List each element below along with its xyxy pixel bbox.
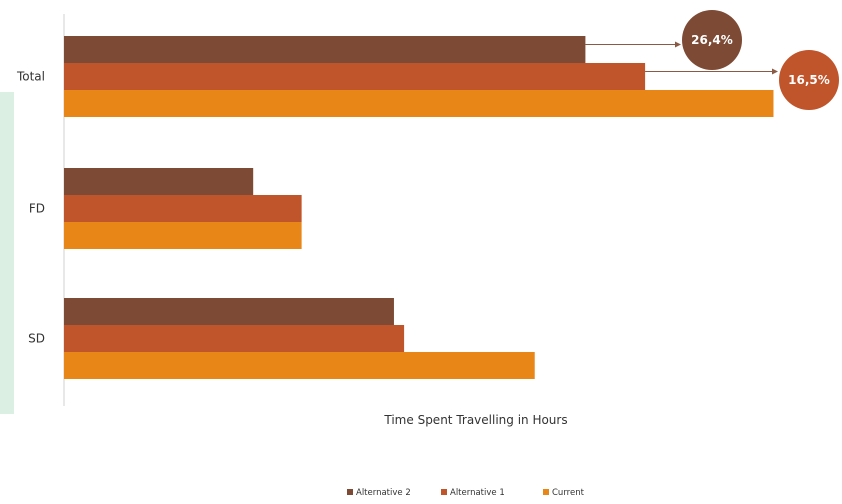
annotation-label-1: 26,4% (691, 33, 733, 47)
bar-fd-alternative-1 (64, 195, 302, 222)
annotations-group: 26,4% 16,5% (585, 10, 839, 110)
legend: Alternative 2 Alternative 1 Current (347, 488, 585, 498)
legend-label-alternative-1: Alternative 1 (450, 488, 505, 498)
bar-fd-current (64, 222, 302, 249)
legend-label-alternative-2: Alternative 2 (356, 488, 411, 498)
category-label-fd: FD (29, 202, 45, 216)
bar-sd-current (64, 352, 535, 379)
bar-fd-alternative-2 (64, 168, 254, 195)
bar-total-alternative-2 (64, 36, 586, 63)
category-label-total: Total (16, 70, 45, 84)
legend-swatch-alternative-1 (441, 489, 447, 495)
category-labels: Total FD SD (16, 70, 45, 346)
legend-label-current: Current (552, 488, 585, 498)
bar-total-alternative-1 (64, 63, 646, 90)
bars-group (64, 36, 774, 379)
x-axis-title: Time Spent Travelling in Hours (383, 413, 567, 427)
legend-swatch-current (543, 489, 549, 495)
bar-total-current (64, 90, 774, 117)
annotation-bubble-2 (779, 50, 839, 110)
category-label-sd: SD (28, 332, 45, 346)
annotation-bubble-1 (682, 10, 742, 70)
bar-sd-alternative-1 (64, 325, 405, 352)
annotation-label-2: 16,5% (788, 73, 830, 87)
legend-swatch-alternative-2 (347, 489, 353, 495)
side-panel-decoration (0, 92, 14, 414)
bar-sd-alternative-2 (64, 298, 394, 325)
